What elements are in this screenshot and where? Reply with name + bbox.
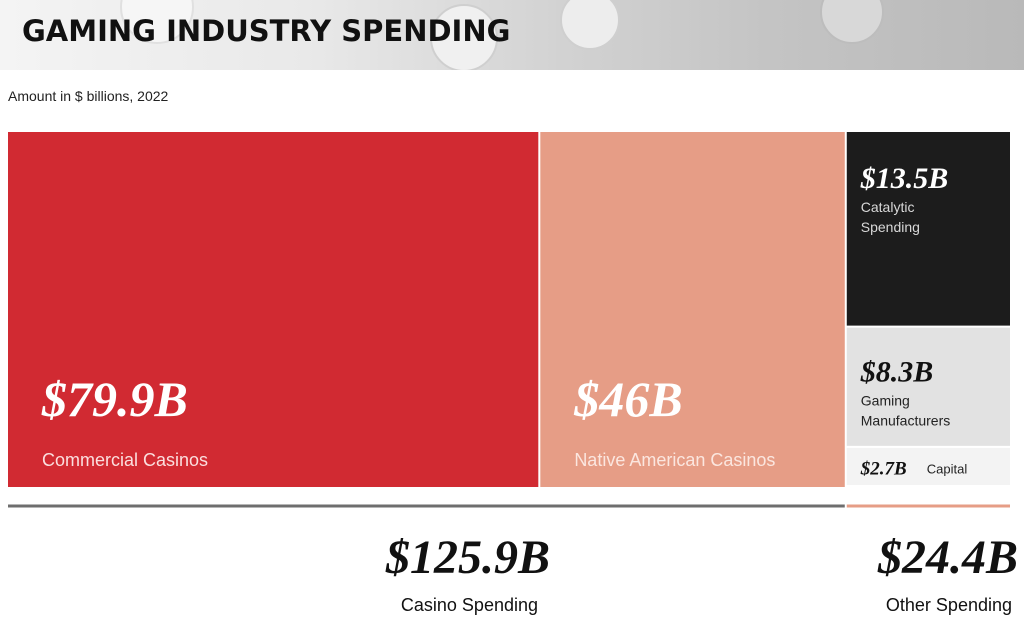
chart-subtitle: Amount in $ billions, 2022 (8, 88, 169, 104)
group-total-label: Casino Spending (401, 595, 538, 615)
segment-name-label: Spending (861, 219, 920, 235)
segment-value-label: $8.3B (860, 356, 934, 389)
segment-capital (846, 447, 1010, 485)
group-total-label: Other Spending (886, 595, 1012, 615)
plate-decoration (430, 4, 498, 70)
segment-value-label: $79.9B (41, 371, 188, 427)
segment-name-label: Commercial Casinos (42, 450, 208, 470)
group-total-value: $24.4B (877, 531, 1018, 584)
segment-value-label: $13.5B (860, 162, 949, 195)
header-banner: GAMING INDUSTRY SPENDING (0, 0, 1024, 70)
segment-name-label: Catalytic (861, 199, 915, 215)
segment-name-label: Gaming (861, 393, 910, 409)
segment-value-label: $46B (573, 371, 682, 427)
segment-commercial-casinos (8, 132, 539, 487)
segment-value-label: $2.7B (860, 458, 907, 479)
group-total-value: $125.9B (385, 531, 550, 584)
segment-catalytic-spending (846, 132, 1010, 326)
segment-native-american-casinos (540, 132, 845, 487)
page-title: GAMING INDUSTRY SPENDING (22, 14, 511, 48)
plate-decoration (560, 0, 620, 50)
segment-name-label: Manufacturers (861, 413, 950, 429)
segment-name-label: Capital (927, 461, 968, 476)
segment-gaming-manufacturers (846, 327, 1010, 446)
segment-name-label: Native American Casinos (574, 450, 775, 470)
